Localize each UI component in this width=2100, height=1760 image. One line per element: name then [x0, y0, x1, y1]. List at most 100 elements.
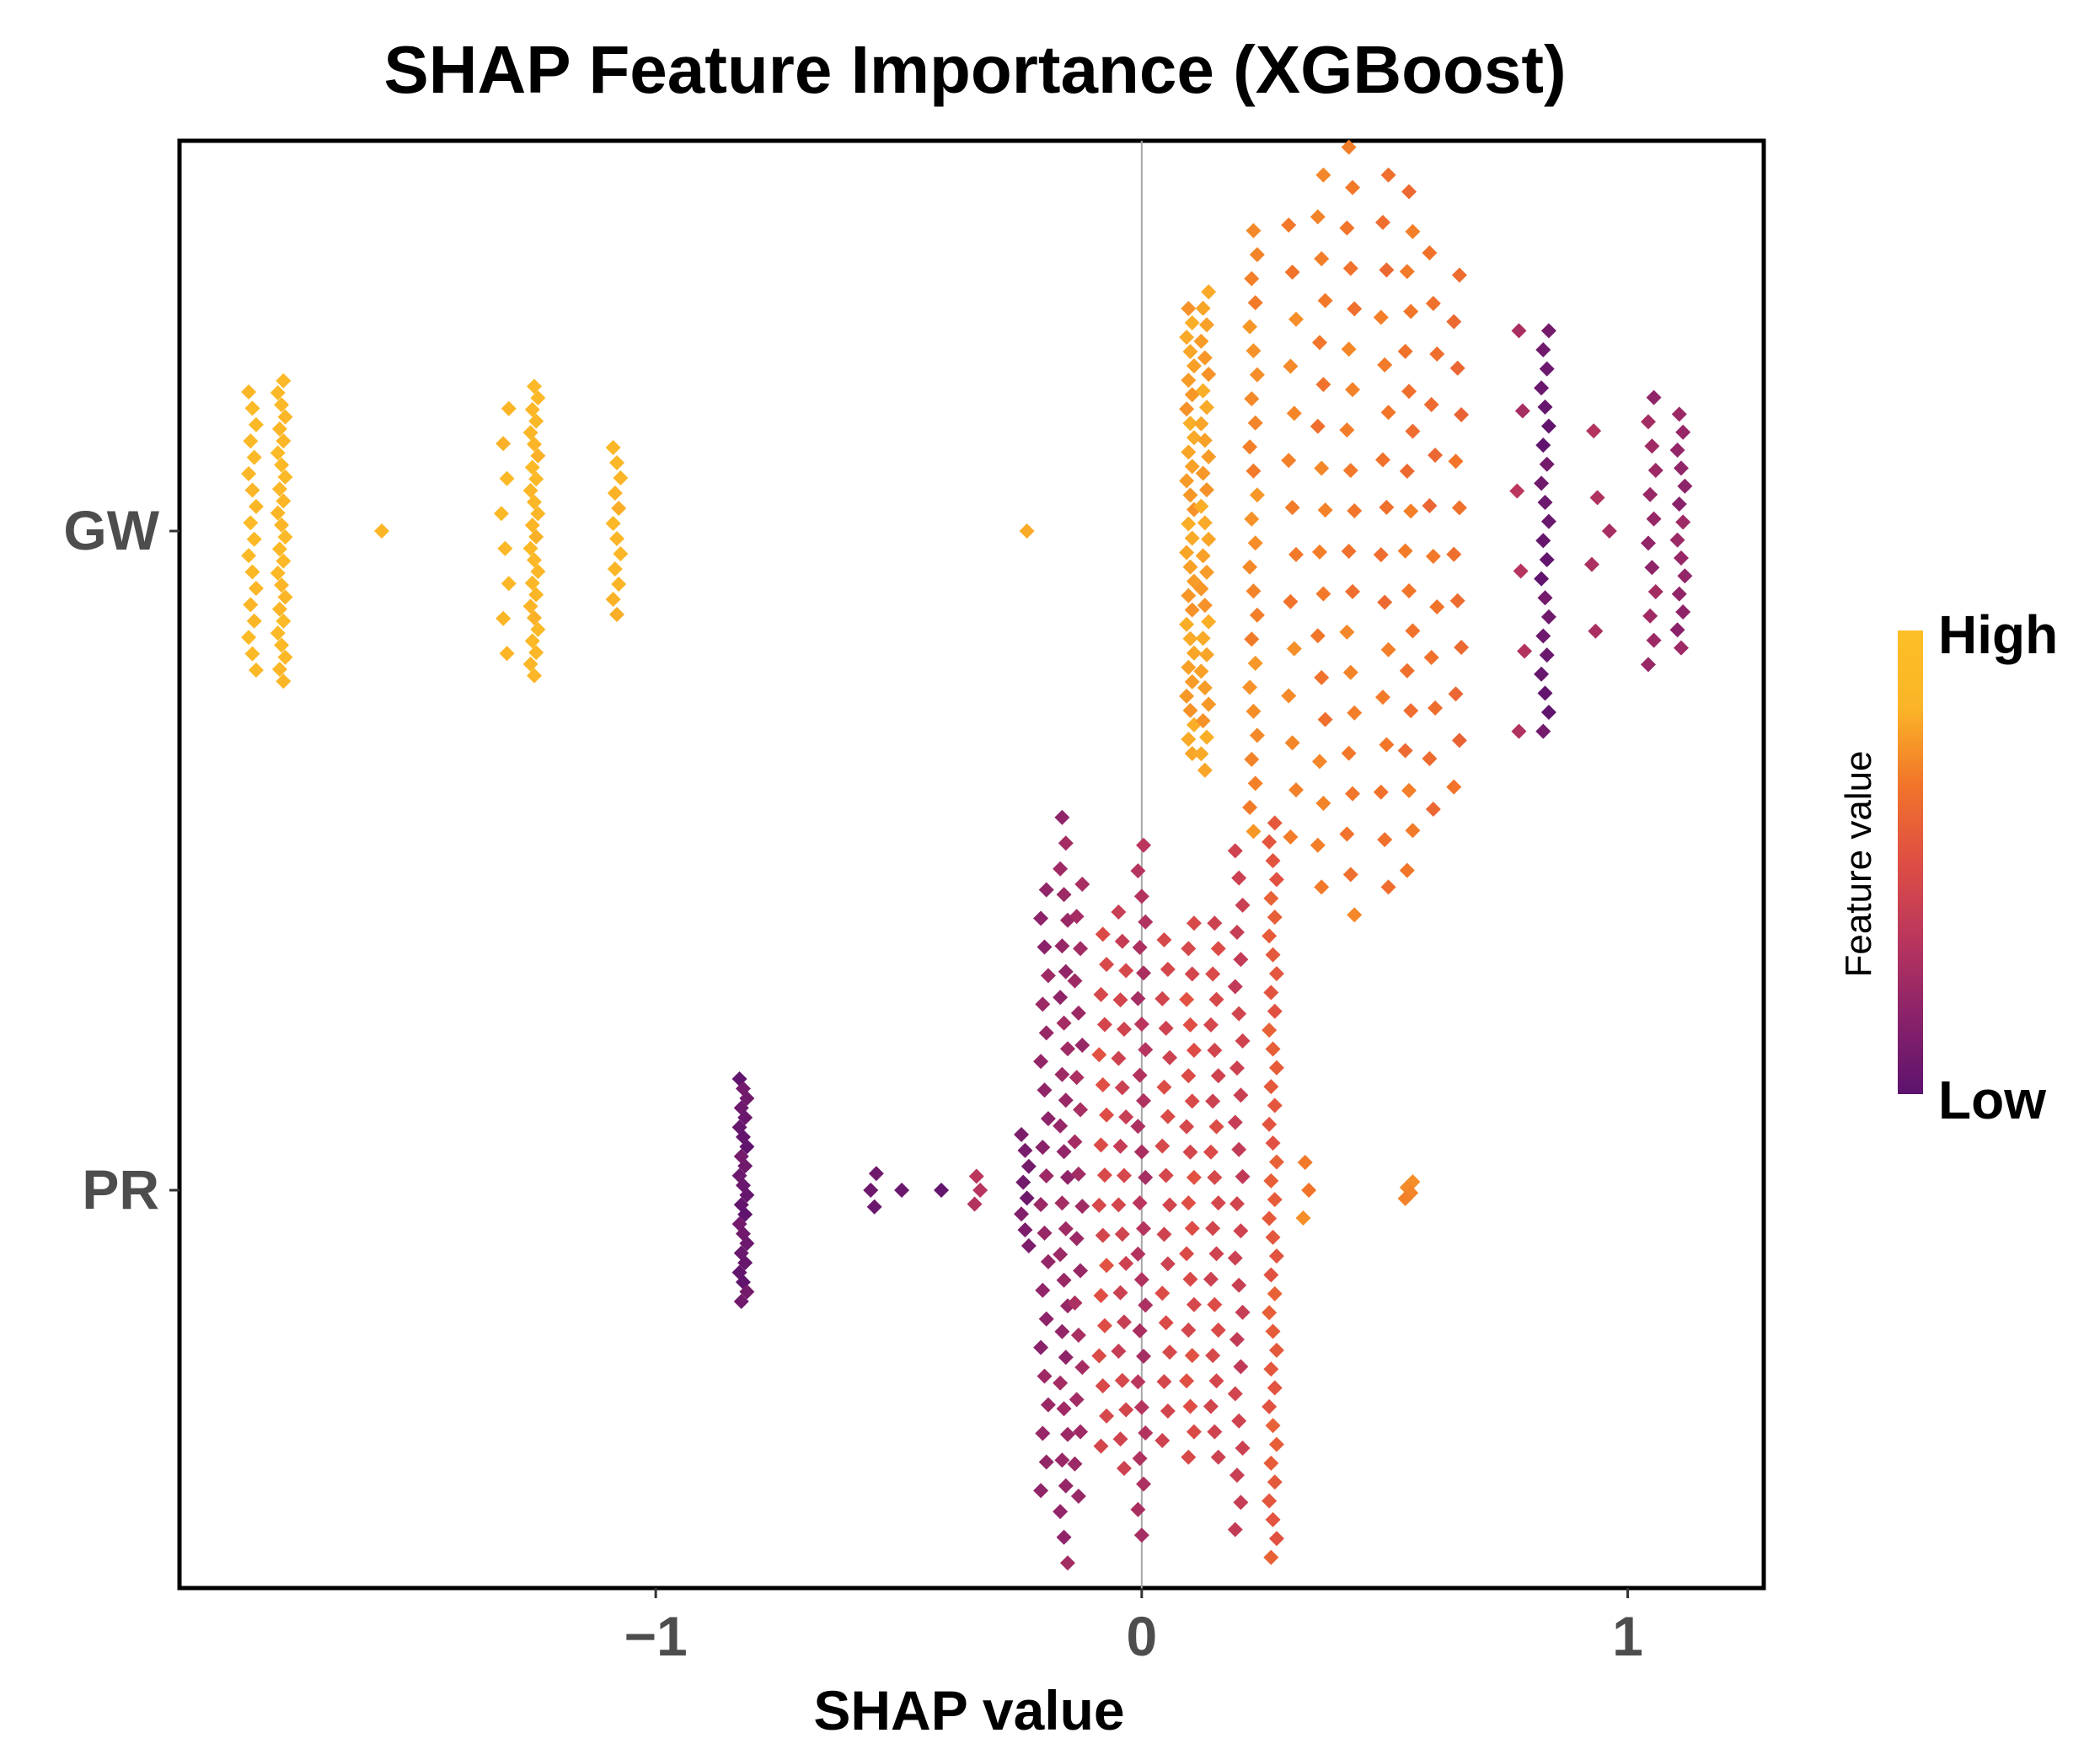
data-point [1288, 311, 1304, 327]
data-point [522, 540, 538, 556]
data-point [1425, 549, 1441, 564]
data-point [1130, 1246, 1146, 1262]
data-point [1181, 1322, 1197, 1338]
data-point [1454, 640, 1470, 655]
data-point [1054, 809, 1070, 825]
data-point [1379, 262, 1395, 278]
data-point [501, 400, 517, 416]
legend-low-label: Low [1938, 1070, 2046, 1130]
data-point [1133, 1144, 1149, 1160]
data-point [1037, 939, 1053, 955]
data-point [972, 1183, 988, 1198]
data-point [1136, 837, 1152, 853]
data-point [1514, 403, 1530, 419]
data-point [1053, 861, 1069, 877]
data-point [1118, 1402, 1134, 1418]
data-point [1132, 940, 1148, 956]
data-point [1019, 1190, 1035, 1206]
data-point [1588, 623, 1604, 639]
data-point [1284, 264, 1300, 280]
data-point [1099, 1258, 1115, 1274]
data-point [522, 425, 538, 441]
data-point [609, 531, 625, 546]
data-point [1267, 815, 1283, 831]
data-point [1341, 139, 1357, 155]
data-point [1160, 961, 1176, 977]
data-point [1583, 556, 1599, 572]
data-point [1449, 593, 1465, 609]
data-point [1231, 1006, 1247, 1022]
data-point [1184, 602, 1200, 618]
data-point [1096, 1017, 1112, 1033]
data-point [1265, 1041, 1281, 1057]
data-point [277, 649, 293, 665]
data-point [1242, 799, 1258, 815]
data-point [1118, 1255, 1134, 1271]
data-point [1401, 782, 1417, 798]
data-point [1377, 594, 1393, 610]
data-point [1193, 333, 1209, 349]
data-point [1537, 590, 1553, 606]
data-point [1268, 872, 1284, 888]
data-point [1203, 1271, 1219, 1287]
data-point [1186, 915, 1202, 931]
data-point [1038, 1168, 1054, 1184]
data-point [1130, 1501, 1146, 1517]
data-point [1073, 1424, 1089, 1440]
data-point [1116, 1167, 1132, 1183]
data-point [1283, 593, 1299, 609]
points-layer [241, 139, 1693, 1571]
data-point [1040, 1253, 1056, 1269]
data-point [1227, 1114, 1243, 1130]
data-point [1265, 853, 1281, 869]
data-point [1268, 1248, 1284, 1264]
data-point [1193, 416, 1209, 432]
data-point [1448, 453, 1464, 470]
data-point [1130, 1119, 1146, 1135]
data-point [1093, 1438, 1109, 1454]
data-point [1677, 478, 1693, 494]
legend-high-label: High [1938, 604, 2058, 665]
x-tick-label: 0 [1126, 1605, 1157, 1667]
data-point [739, 1090, 755, 1106]
data-point [1182, 344, 1198, 360]
data-point [1403, 503, 1419, 519]
data-point [1535, 628, 1551, 644]
data-point [1511, 323, 1527, 339]
data-point [1534, 475, 1550, 491]
data-point [1186, 1169, 1202, 1185]
data-point [1070, 1005, 1086, 1021]
data-point [277, 409, 293, 425]
data-point [1314, 460, 1330, 476]
data-point [1246, 824, 1262, 840]
data-point [270, 565, 286, 581]
data-point [1244, 271, 1260, 287]
data-point [1265, 947, 1281, 963]
data-point [1210, 1322, 1226, 1338]
data-point [1182, 1398, 1198, 1414]
data-point [277, 589, 293, 605]
data-point [1210, 941, 1226, 957]
data-point [270, 505, 286, 521]
data-point [1310, 628, 1326, 644]
data-point [271, 481, 287, 497]
data-point [244, 400, 260, 416]
data-point [1535, 533, 1551, 549]
data-point [1247, 655, 1263, 671]
data-point [1422, 498, 1438, 513]
data-point [1640, 535, 1656, 551]
data-point [1233, 1494, 1249, 1510]
data-point [496, 436, 512, 452]
data-point [1640, 414, 1656, 430]
data-point [1195, 713, 1211, 729]
data-point [243, 515, 259, 531]
data-point [1130, 990, 1146, 1006]
data-point [1056, 1144, 1072, 1160]
data-point [1339, 624, 1355, 640]
data-point [1428, 448, 1444, 463]
data-point [1058, 1350, 1074, 1366]
data-point [1199, 564, 1215, 580]
data-point [1073, 1102, 1089, 1118]
data-point [1342, 260, 1358, 276]
data-point [1374, 690, 1390, 706]
